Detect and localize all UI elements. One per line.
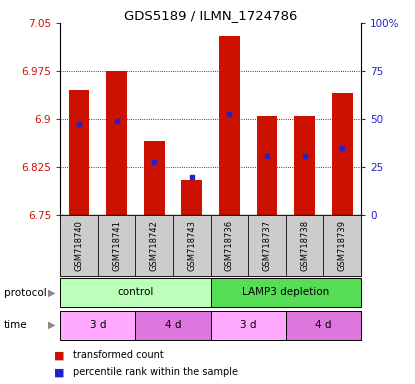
FancyBboxPatch shape [248, 215, 286, 276]
Text: 3 d: 3 d [90, 320, 106, 330]
FancyBboxPatch shape [135, 215, 173, 276]
Text: GSM718742: GSM718742 [150, 220, 159, 271]
FancyBboxPatch shape [211, 311, 286, 340]
FancyBboxPatch shape [211, 215, 248, 276]
FancyBboxPatch shape [135, 311, 211, 340]
Text: GSM718739: GSM718739 [338, 220, 347, 271]
Text: ▶: ▶ [48, 320, 56, 330]
Text: transformed count: transformed count [73, 350, 164, 360]
Bar [106, 71, 127, 215]
Text: GSM718740: GSM718740 [74, 220, 83, 271]
Text: GSM718738: GSM718738 [300, 220, 309, 271]
Bar [294, 116, 315, 215]
Text: time: time [4, 320, 28, 330]
FancyBboxPatch shape [286, 215, 323, 276]
FancyBboxPatch shape [286, 311, 361, 340]
Text: ■: ■ [54, 367, 64, 377]
FancyBboxPatch shape [60, 278, 211, 308]
Text: ■: ■ [54, 350, 64, 360]
Bar [219, 36, 240, 215]
Text: control: control [117, 287, 154, 297]
Text: percentile rank within the sample: percentile rank within the sample [73, 367, 238, 377]
FancyBboxPatch shape [60, 311, 135, 340]
Text: GSM718741: GSM718741 [112, 220, 121, 271]
Text: 4 d: 4 d [315, 320, 332, 330]
Text: 4 d: 4 d [165, 320, 181, 330]
Text: ▶: ▶ [48, 288, 56, 298]
FancyBboxPatch shape [211, 278, 361, 308]
Bar [257, 116, 277, 215]
Bar [181, 180, 202, 215]
FancyBboxPatch shape [98, 215, 135, 276]
Bar [144, 141, 164, 215]
Text: GSM718736: GSM718736 [225, 220, 234, 271]
Bar [332, 93, 353, 215]
Text: protocol: protocol [4, 288, 47, 298]
FancyBboxPatch shape [173, 215, 211, 276]
FancyBboxPatch shape [60, 215, 98, 276]
Text: LAMP3 depletion: LAMP3 depletion [242, 287, 330, 297]
FancyBboxPatch shape [323, 215, 361, 276]
Text: 3 d: 3 d [240, 320, 256, 330]
Bar [68, 90, 89, 215]
Title: GDS5189 / ILMN_1724786: GDS5189 / ILMN_1724786 [124, 9, 297, 22]
Text: GSM718737: GSM718737 [263, 220, 271, 271]
Text: GSM718743: GSM718743 [187, 220, 196, 271]
